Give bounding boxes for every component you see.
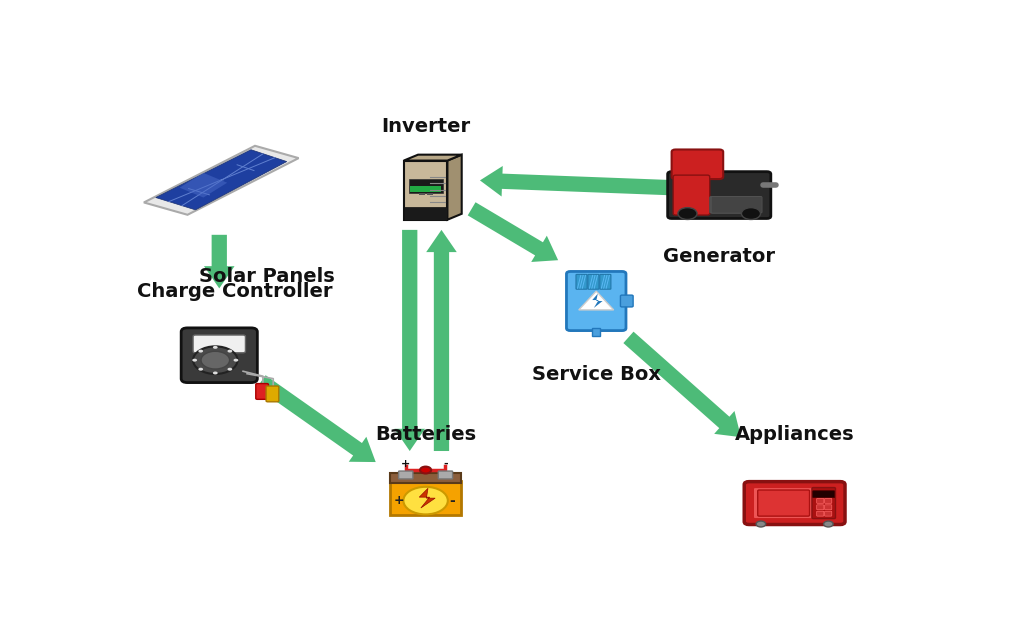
Circle shape [756, 521, 766, 527]
FancyBboxPatch shape [266, 386, 279, 402]
Text: +: + [401, 459, 411, 468]
FancyBboxPatch shape [398, 471, 413, 479]
Text: Batteries: Batteries [375, 424, 476, 444]
Text: Charge Controller: Charge Controller [137, 282, 333, 301]
Circle shape [199, 349, 203, 353]
Text: Appliances: Appliances [735, 424, 854, 444]
FancyArrowPatch shape [204, 235, 234, 289]
FancyBboxPatch shape [824, 505, 831, 509]
FancyBboxPatch shape [566, 271, 626, 331]
FancyBboxPatch shape [390, 481, 462, 515]
FancyBboxPatch shape [194, 335, 246, 353]
Text: Service Box: Service Box [531, 365, 660, 385]
FancyBboxPatch shape [758, 490, 810, 516]
FancyArrowPatch shape [624, 332, 741, 437]
FancyBboxPatch shape [712, 196, 762, 213]
Circle shape [403, 487, 447, 515]
Text: Solar Panels: Solar Panels [199, 267, 335, 286]
FancyBboxPatch shape [419, 193, 425, 195]
Polygon shape [592, 294, 602, 308]
FancyBboxPatch shape [403, 161, 447, 220]
FancyBboxPatch shape [672, 150, 723, 179]
FancyArrowPatch shape [468, 202, 558, 262]
Circle shape [213, 346, 218, 349]
Circle shape [201, 351, 229, 369]
FancyArrowPatch shape [394, 230, 425, 451]
FancyBboxPatch shape [390, 472, 462, 483]
Text: -: - [443, 459, 447, 468]
FancyBboxPatch shape [711, 196, 761, 213]
Polygon shape [419, 488, 435, 508]
FancyBboxPatch shape [181, 328, 257, 383]
FancyBboxPatch shape [824, 499, 831, 503]
FancyArrowPatch shape [257, 375, 376, 462]
FancyBboxPatch shape [403, 207, 447, 220]
Polygon shape [179, 173, 227, 198]
Circle shape [199, 368, 203, 371]
Polygon shape [156, 150, 287, 210]
Polygon shape [447, 155, 462, 220]
FancyBboxPatch shape [438, 471, 453, 479]
FancyBboxPatch shape [812, 488, 836, 518]
FancyArrowPatch shape [426, 230, 457, 451]
FancyBboxPatch shape [592, 328, 600, 335]
FancyBboxPatch shape [411, 186, 441, 191]
FancyArrowPatch shape [480, 166, 669, 196]
Polygon shape [403, 155, 462, 161]
Circle shape [420, 467, 431, 474]
FancyBboxPatch shape [817, 492, 824, 497]
FancyBboxPatch shape [753, 487, 814, 519]
FancyBboxPatch shape [409, 179, 442, 193]
FancyBboxPatch shape [744, 482, 845, 525]
FancyBboxPatch shape [621, 295, 633, 307]
FancyBboxPatch shape [600, 275, 611, 289]
Circle shape [193, 358, 197, 362]
FancyBboxPatch shape [817, 499, 824, 503]
FancyBboxPatch shape [824, 492, 831, 497]
Circle shape [233, 358, 239, 362]
FancyBboxPatch shape [575, 275, 587, 289]
FancyBboxPatch shape [588, 275, 599, 289]
Circle shape [823, 521, 834, 527]
Circle shape [227, 368, 232, 371]
FancyBboxPatch shape [824, 511, 831, 516]
Circle shape [194, 346, 238, 374]
Circle shape [213, 371, 218, 374]
FancyBboxPatch shape [817, 505, 824, 509]
Polygon shape [579, 291, 613, 310]
Text: Inverter: Inverter [381, 116, 470, 136]
FancyBboxPatch shape [813, 491, 835, 498]
Circle shape [227, 349, 232, 353]
Text: -: - [449, 493, 455, 508]
FancyBboxPatch shape [668, 172, 771, 218]
Text: Generator: Generator [664, 247, 775, 266]
FancyBboxPatch shape [817, 511, 824, 516]
FancyBboxPatch shape [710, 196, 761, 213]
FancyBboxPatch shape [673, 175, 710, 215]
FancyBboxPatch shape [256, 383, 268, 399]
Text: +: + [394, 494, 404, 507]
Polygon shape [143, 146, 299, 215]
Circle shape [741, 207, 761, 220]
FancyBboxPatch shape [427, 193, 433, 195]
Circle shape [678, 207, 697, 220]
